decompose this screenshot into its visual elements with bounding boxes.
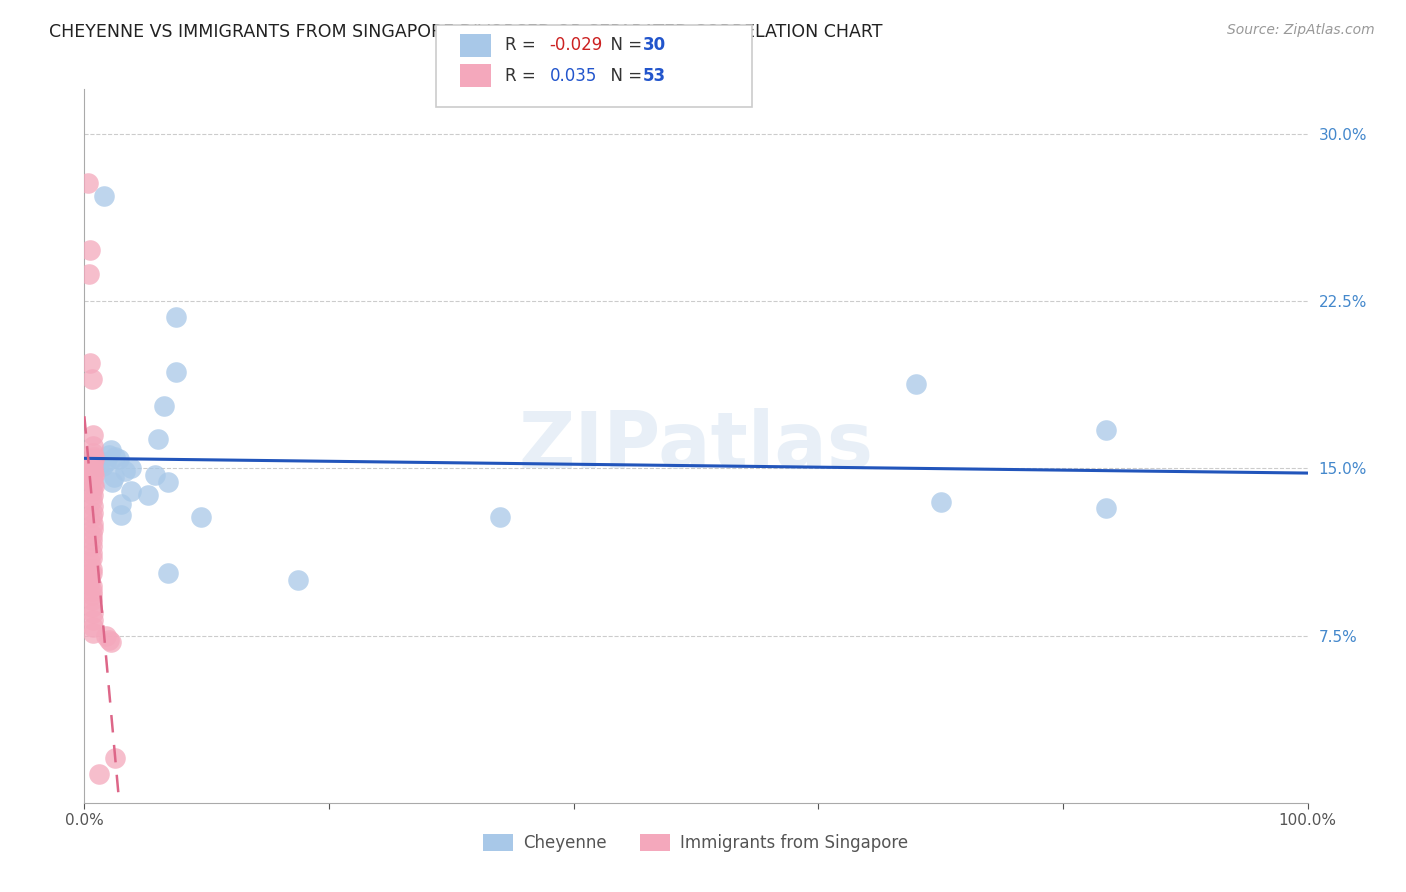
Point [82,488,104,502]
Point [1094,501,1116,516]
Point [83,450,105,464]
Point [80,550,103,565]
Point [80,566,103,581]
Text: R =: R = [505,37,541,54]
Point [82,506,104,520]
Point [80,458,103,473]
Point [83,467,105,482]
Point [82,427,104,442]
Point [80,583,103,598]
Point [80,539,103,553]
Point [82,445,104,460]
Point [80,473,103,487]
Text: N =: N = [600,67,648,85]
Text: 53: 53 [643,67,665,85]
Point [101,475,124,489]
Point [80,528,103,542]
Point [82,613,104,627]
Point [83,479,105,493]
Point [100,443,122,458]
Point [103,470,125,484]
Point [82,454,104,469]
Point [82,470,104,484]
Point [489,510,512,524]
Point [96,628,118,642]
Point [146,432,169,446]
Point [80,546,103,560]
Point [80,589,103,603]
Text: CHEYENNE VS IMMIGRANTS FROM SINGAPORE DIVORCED OR SEPARATED CORRELATION CHART: CHEYENNE VS IMMIGRANTS FROM SINGAPORE DI… [49,23,883,41]
Point [114,464,136,478]
Text: ZIPatlas: ZIPatlas [519,408,873,484]
Point [79,571,101,585]
Text: -0.029: -0.029 [550,37,603,54]
Point [165,310,187,324]
Point [82,516,104,531]
Point [79,574,101,589]
Point [120,483,142,498]
Point [287,573,309,587]
Point [79,243,101,257]
Point [929,494,952,508]
Point [80,533,103,547]
Text: R =: R = [505,67,546,85]
Point [143,467,166,482]
Point [190,510,212,524]
Point [97,448,120,462]
Point [96,454,118,469]
Point [110,508,132,522]
Point [80,483,103,498]
Point [82,607,104,621]
Point [165,366,187,380]
Point [104,751,127,765]
Point [905,376,928,391]
Text: N =: N = [600,37,648,54]
Point [80,457,103,471]
Point [97,633,120,648]
Text: 0.035: 0.035 [550,67,598,85]
Point [80,580,103,594]
Point [82,476,104,491]
Point [82,461,104,475]
Point [82,521,104,535]
Point [80,562,103,576]
Point [80,372,103,386]
Point [110,497,132,511]
Point [80,599,103,614]
Point [104,450,127,464]
Point [80,492,103,507]
Point [82,626,104,640]
Point [82,464,104,478]
Point [79,356,101,370]
Point [91,458,114,473]
Point [153,399,176,413]
Point [107,452,129,467]
Point [156,566,179,581]
Point [87,767,110,781]
Point [82,466,104,480]
Legend: Cheyenne, Immigrants from Singapore: Cheyenne, Immigrants from Singapore [477,827,915,859]
Text: 30: 30 [643,37,665,54]
Point [100,635,122,649]
Point [82,439,104,453]
Point [136,488,159,502]
Point [83,452,105,467]
Point [80,592,103,607]
Point [120,461,142,475]
Point [87,458,110,473]
Point [79,555,101,569]
Point [1094,423,1116,437]
Point [156,475,179,489]
Point [77,268,100,282]
Point [82,499,104,513]
Point [82,619,104,633]
Point [77,176,100,190]
Point [93,189,115,203]
Text: Source: ZipAtlas.com: Source: ZipAtlas.com [1227,23,1375,37]
Point [80,510,103,524]
